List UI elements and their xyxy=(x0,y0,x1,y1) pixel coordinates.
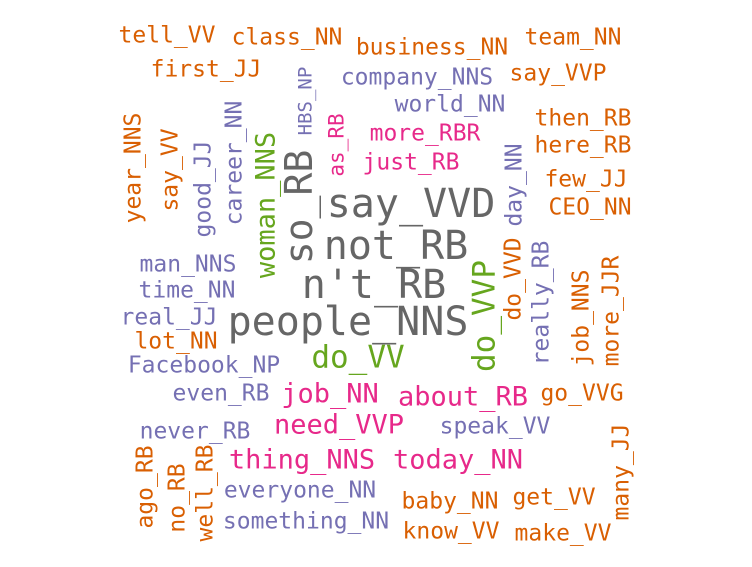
word-class-nn: class_NN xyxy=(231,24,343,51)
word-about-rb: about_RB xyxy=(397,381,529,413)
word-ceo-nn: CEO_NN xyxy=(548,194,632,221)
word-hbs-np: HBS_NP xyxy=(294,66,317,136)
word-good-jj: good_JJ xyxy=(190,140,217,238)
word-know-vv: know_VV xyxy=(402,518,500,545)
word-job-nn: job_NN xyxy=(281,378,379,410)
word-no-rb: no_RB xyxy=(164,463,191,533)
word-go-vvg: go_VVG xyxy=(540,380,624,407)
word-few-jj: few_JJ xyxy=(544,166,628,193)
word-then-rb: then_RB xyxy=(534,105,632,132)
word-first-jj: first_JJ xyxy=(150,56,262,83)
word-speak-vv: speak_VV xyxy=(439,413,551,440)
word-even-rb: even_RB xyxy=(172,380,270,407)
word-never-rb: never_RB xyxy=(139,418,251,445)
word-do-vvd: do_VVD xyxy=(500,237,527,321)
word-career-nn: career_NN xyxy=(221,100,248,226)
word-tell-vv: tell_VV xyxy=(118,22,216,49)
word-man-nns: man_NNS xyxy=(139,251,237,278)
word-do-vv: do_VV xyxy=(311,339,405,376)
word-many-jj: many_JJ xyxy=(608,423,635,521)
word-make-vv: make_VV xyxy=(514,520,612,547)
word-facebook-np: Facebook_NP xyxy=(127,352,281,379)
word-really-rb: really_RB xyxy=(528,240,555,366)
word-nt-rb: n't_RB xyxy=(301,262,447,308)
word-people-nns: people_NNS xyxy=(227,299,469,345)
word-do-vvp: do_VVP xyxy=(466,260,503,372)
word-real-jj: real_JJ xyxy=(120,304,218,331)
word-need-vvp: need_VVP xyxy=(273,409,405,441)
word-business-nn: business_NN xyxy=(355,34,509,61)
word-everyone-nn: everyone_NN xyxy=(223,477,377,504)
word-here-rb: here_RB xyxy=(534,132,632,159)
word-baby-nn: baby_NN xyxy=(401,488,499,515)
word-so-rb: so_RB xyxy=(277,149,321,265)
word-say-vvd: say_VVD xyxy=(326,181,496,227)
word-lot-nn: lot_NN xyxy=(134,328,218,355)
word-get-vv: get_VV xyxy=(512,484,596,511)
word-company-nns: company_NNS xyxy=(340,64,494,91)
word-as-rb: as_RB xyxy=(324,113,349,177)
word-more-jjr: more_JJR xyxy=(598,255,625,367)
word-say-vv: say_VV xyxy=(157,128,184,212)
word-not-rb: not_RB xyxy=(323,223,469,269)
word-today-nn: today_NN xyxy=(392,444,524,476)
word-woman-nns: woman_NNS xyxy=(250,131,282,279)
word-team-nn: team_NN xyxy=(524,24,622,51)
word-day-nn: day_NN xyxy=(501,143,528,227)
word-world-nn: world_NN xyxy=(394,91,506,118)
word-thing-nns: thing_NNS xyxy=(228,444,376,476)
word-something-nn: something_NN xyxy=(222,508,390,535)
word-well-rb: well_RB xyxy=(192,444,219,542)
word-year-nns: year_NNS xyxy=(120,112,147,224)
word-say-vvp: say_VVP xyxy=(509,60,607,87)
word-more-rbr: more_RBR xyxy=(369,120,481,147)
word-just-rb: just_RB xyxy=(362,149,460,176)
word-job-nns: job_NNS xyxy=(568,269,595,367)
word-time-nn: time_NN xyxy=(138,277,236,304)
word-ago-rb: ago_RB xyxy=(132,445,159,529)
